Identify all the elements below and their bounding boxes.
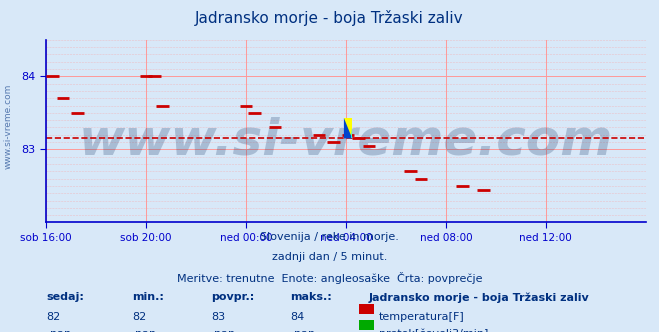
Polygon shape	[351, 128, 352, 138]
Bar	[344, 118, 352, 138]
Text: Meritve: trenutne  Enote: angleosaške  Črta: povprečje: Meritve: trenutne Enote: angleosaške Črt…	[177, 272, 482, 284]
Text: www.si-vreme.com: www.si-vreme.com	[3, 83, 13, 169]
Text: -nan: -nan	[211, 329, 236, 332]
Text: temperatura[F]: temperatura[F]	[379, 312, 465, 322]
Text: Jadransko morje - boja Tržaski zaliv: Jadransko morje - boja Tržaski zaliv	[195, 10, 464, 26]
Text: povpr.:: povpr.:	[211, 292, 254, 302]
Text: zadnji dan / 5 minut.: zadnji dan / 5 minut.	[272, 252, 387, 262]
Text: Slovenija / reke in morje.: Slovenija / reke in morje.	[260, 232, 399, 242]
Text: -nan: -nan	[46, 329, 71, 332]
Text: 84: 84	[290, 312, 304, 322]
Text: 82: 82	[132, 312, 146, 322]
Text: 83: 83	[211, 312, 225, 322]
Text: min.:: min.:	[132, 292, 163, 302]
Text: www.si-vreme.com: www.si-vreme.com	[79, 116, 613, 164]
Text: Jadransko morje - boja Tržaski zaliv: Jadransko morje - boja Tržaski zaliv	[369, 292, 590, 303]
Text: -nan: -nan	[290, 329, 315, 332]
Text: -nan: -nan	[132, 329, 157, 332]
Polygon shape	[344, 118, 352, 138]
Text: maks.:: maks.:	[290, 292, 331, 302]
Text: 82: 82	[46, 312, 61, 322]
Text: pretok[čevelj3/min]: pretok[čevelj3/min]	[379, 329, 488, 332]
Text: sedaj:: sedaj:	[46, 292, 84, 302]
